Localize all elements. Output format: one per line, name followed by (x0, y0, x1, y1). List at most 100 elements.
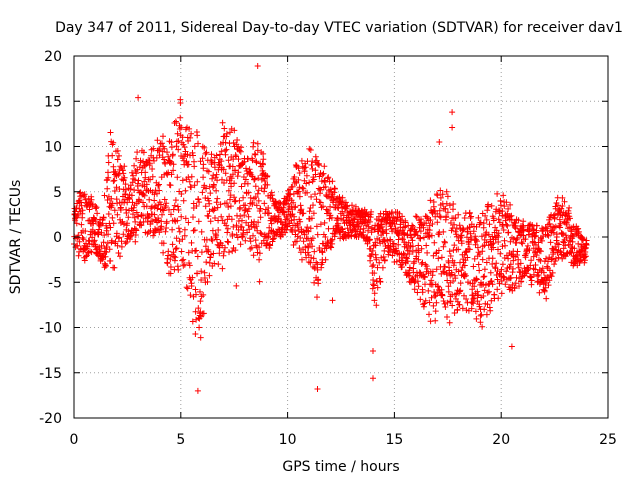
data-point (400, 250, 407, 257)
data-point (488, 278, 495, 284)
data-point (300, 185, 307, 192)
data-point (200, 310, 207, 317)
data-point (437, 194, 444, 201)
data-point (102, 253, 109, 260)
data-point (555, 202, 561, 209)
data-point (175, 207, 182, 213)
data-point (169, 226, 176, 233)
data-point (270, 235, 277, 242)
data-point (412, 213, 419, 220)
data-point (213, 152, 220, 159)
data-point (477, 319, 484, 326)
data-point (566, 204, 573, 211)
data-point (213, 171, 220, 178)
data-point (171, 202, 178, 209)
data-point (440, 243, 447, 250)
data-point (527, 262, 534, 269)
data-point (187, 134, 194, 141)
data-point (199, 155, 206, 162)
data-point (100, 239, 107, 246)
data-point (266, 210, 272, 217)
data-point (245, 156, 251, 162)
data-point (510, 236, 517, 242)
data-point (497, 250, 504, 257)
data-point (215, 227, 222, 233)
data-point (132, 218, 139, 225)
data-point (222, 151, 229, 158)
data-point (453, 233, 460, 240)
data-point (294, 189, 301, 196)
data-point (321, 219, 328, 226)
data-point (81, 191, 88, 198)
data-point (450, 206, 456, 213)
data-point (421, 300, 428, 307)
data-point (328, 244, 335, 251)
data-point (192, 331, 199, 337)
data-point (415, 249, 422, 256)
data-point (245, 213, 252, 220)
data-point (86, 238, 93, 245)
data-point (311, 279, 318, 286)
data-point (464, 254, 471, 261)
data-point (325, 174, 332, 181)
data-point (437, 187, 444, 194)
data-point (76, 205, 83, 212)
data-point (295, 188, 302, 195)
data-point (198, 268, 205, 275)
data-point (414, 278, 421, 285)
data-point (138, 222, 145, 229)
data-point (425, 287, 432, 294)
data-point (510, 265, 516, 272)
data-point (155, 147, 162, 154)
data-point (237, 204, 244, 211)
data-point (198, 249, 205, 256)
data-point (483, 311, 490, 318)
data-point (567, 249, 574, 255)
data-point (167, 256, 174, 263)
data-point (160, 249, 167, 256)
data-point (351, 216, 358, 223)
data-point (474, 238, 480, 245)
data-point (124, 199, 131, 206)
data-point (406, 264, 413, 271)
data-point (315, 280, 322, 287)
data-point (272, 199, 279, 205)
data-point (149, 173, 156, 180)
data-point (135, 94, 142, 101)
data-point (218, 213, 225, 220)
data-point (129, 169, 135, 176)
data-point (464, 234, 470, 241)
data-point (256, 244, 263, 251)
data-point (320, 170, 327, 177)
data-point (445, 288, 452, 295)
data-point (379, 264, 386, 271)
data-point (507, 201, 514, 208)
data-point (446, 319, 453, 326)
data-point (185, 138, 192, 144)
data-point (503, 268, 510, 275)
data-point (109, 152, 116, 159)
data-point (257, 214, 264, 221)
data-point (146, 160, 153, 167)
data-point (121, 163, 128, 170)
data-point (194, 387, 201, 394)
data-point (444, 209, 451, 216)
data-point (418, 216, 424, 223)
data-point (434, 192, 441, 199)
data-point (253, 159, 260, 166)
data-point (198, 277, 205, 283)
data-point (488, 202, 495, 209)
data-point (228, 183, 235, 190)
data-point (170, 167, 177, 174)
data-point (449, 302, 456, 309)
data-point (300, 210, 307, 217)
data-point (195, 305, 202, 312)
data-point (297, 235, 304, 241)
data-point (415, 256, 422, 263)
data-point (310, 202, 316, 209)
data-point (79, 234, 86, 241)
data-point (225, 204, 232, 210)
data-point (383, 230, 390, 237)
data-point (321, 163, 328, 170)
